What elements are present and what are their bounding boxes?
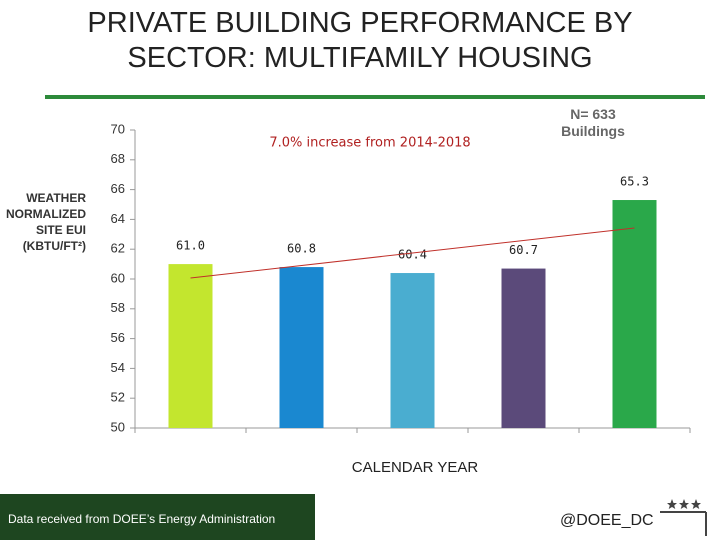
- bar: [501, 268, 546, 428]
- y-tick-label: 66: [111, 181, 125, 196]
- y-tick-label: 52: [111, 390, 125, 405]
- y-tick-label: 50: [111, 419, 125, 434]
- handle: @DOEE_DC: [560, 512, 654, 529]
- trend-line: [190, 227, 635, 279]
- bar: [390, 273, 435, 428]
- value-label: 65.3: [620, 175, 649, 189]
- bar: [279, 267, 324, 428]
- y-tick-label: 70: [111, 121, 125, 136]
- stars: [667, 499, 701, 509]
- y-tick-label: 54: [111, 360, 125, 375]
- y-tick-label: 60: [111, 270, 125, 285]
- source: Data received from DOEE’s Energy Adminis…: [0, 494, 315, 540]
- value-label: 61.0: [176, 239, 205, 253]
- y-tick-label: 58: [111, 300, 125, 315]
- y-tick-label: 62: [111, 241, 125, 256]
- value-label: 60.4: [398, 248, 427, 262]
- chart-title: PRIVATE BUILDING PERFORMANCE BY SECTOR: …: [87, 7, 633, 74]
- annotation: 7.0% increase from 2014-2018: [269, 136, 470, 151]
- bar: [612, 200, 657, 428]
- y-tick-label: 68: [111, 151, 125, 166]
- x-axis-label: CALENDAR YEAR: [352, 459, 479, 476]
- value-label: 60.8: [287, 242, 316, 256]
- value-label: 60.7: [509, 243, 538, 257]
- note: N= 633 Buildings: [561, 106, 625, 139]
- y-tick-label: 56: [111, 330, 125, 345]
- y-axis-label: WEATHER NORMALIZED SITE EUI (KBTU/FT²): [6, 191, 86, 253]
- y-tick-label: 64: [111, 211, 125, 226]
- bar: [168, 264, 213, 428]
